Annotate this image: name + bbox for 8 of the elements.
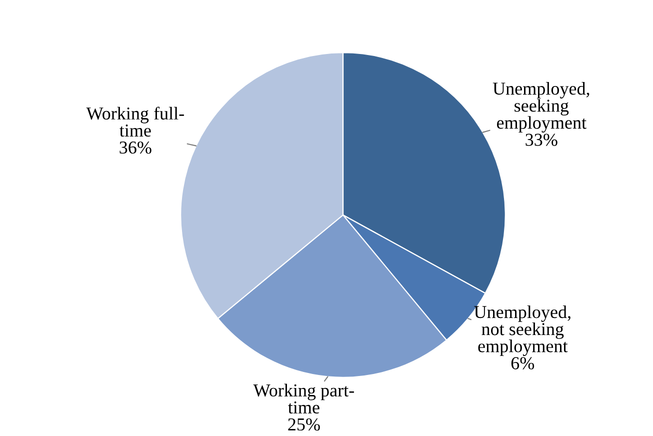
data-label: 33% (526, 134, 558, 146)
slice-label: Unemployed, not seeking employment (474, 305, 570, 356)
data-label: 6% (511, 357, 534, 370)
data-label: 25% (288, 418, 320, 431)
slice-label: Unemployed, seeking employment (492, 82, 590, 133)
slice-label: Working part- time (253, 384, 354, 414)
slice-label: Working full- time (86, 106, 184, 137)
data-label: 36% (120, 141, 152, 154)
